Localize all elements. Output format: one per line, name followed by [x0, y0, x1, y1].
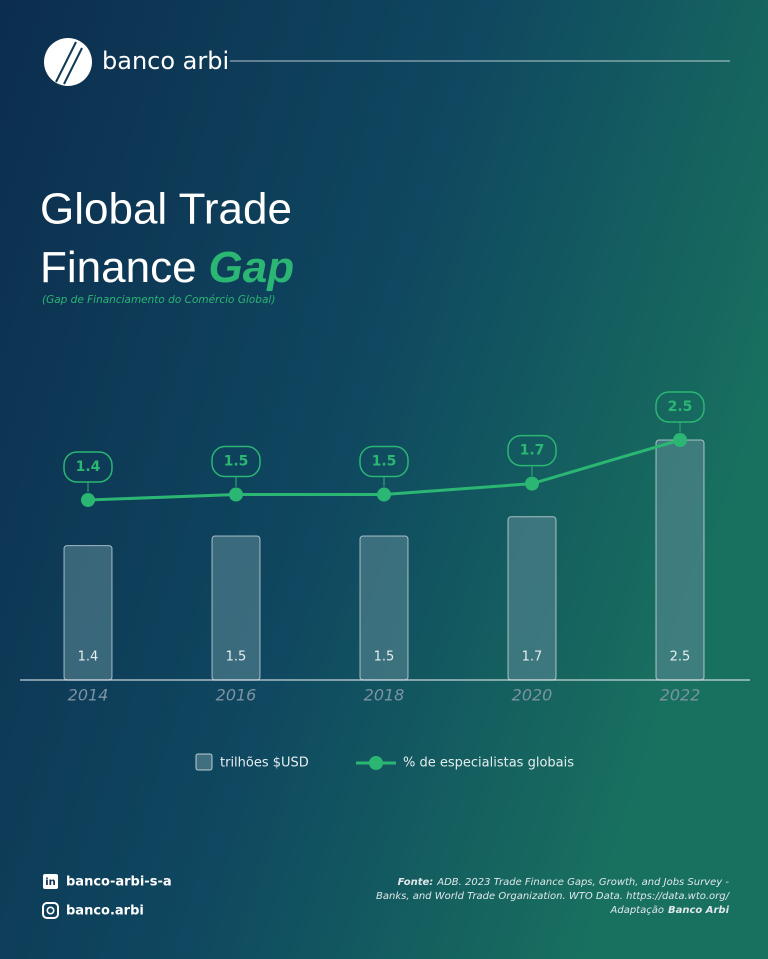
bar-value-label: 1.4 — [78, 650, 99, 665]
line-value-label: 1.5 — [224, 454, 249, 470]
subtitle: (Gap de Financiamento do Comércio Global… — [42, 294, 275, 306]
legend-marker — [369, 756, 383, 770]
line-marker — [673, 433, 687, 447]
bar — [655, 439, 705, 681]
x-tick-label: 2018 — [364, 686, 405, 705]
brand: banco arbi — [102, 47, 229, 75]
plot: 2014 2016 2018 2020 2022 1.4 1.5 1.5 1.7 2.5 1.4 1.… — [63, 391, 705, 705]
line-marker — [81, 493, 95, 507]
linkedin-glyph: in — [45, 877, 56, 888]
adaptation-label: Adaptação — [610, 905, 664, 916]
instagram-handle: banco.arbi — [66, 904, 144, 919]
logo: banco arbi — [44, 38, 730, 86]
title-line: Global Trade — [40, 185, 292, 234]
linkedin-icon — [43, 874, 58, 889]
linkedin-handle: banco-arbi-s-a — [66, 875, 172, 890]
line-marker — [377, 487, 391, 502]
adaptation: Adaptação Banco Arbi — [610, 905, 730, 916]
legend: trilhões $USD % de especialistas globais — [195, 753, 574, 771]
label-box — [359, 445, 409, 478]
footer: in banco-arbi-s-a banco.arbi Fonte: ADB. … — [42, 874, 731, 919]
source-text: Banks, and World Trade Organization. WTO… — [376, 891, 731, 902]
x-tick-label: 2016 — [216, 686, 257, 705]
instagram-icon — [42, 902, 59, 919]
title-highlight: Gap — [209, 243, 295, 292]
source-label: Fonte: — [398, 877, 434, 888]
bar-value-label: 1.7 — [522, 650, 543, 665]
logo-stripes — [55, 41, 83, 85]
label-box — [507, 434, 557, 467]
legend-swatch — [195, 753, 213, 771]
line-value-label: 1.4 — [76, 459, 101, 475]
bar-value-label: 1.5 — [374, 650, 395, 665]
label-box — [655, 391, 705, 423]
logo-mark — [44, 38, 92, 86]
bar-value-label: 2.5 — [670, 650, 691, 665]
adaptation-by: Banco Arbi — [668, 905, 730, 916]
line-marker — [525, 476, 539, 491]
source: Fonte: ADB. 2023 Trade Finance Gaps, Grow… — [398, 877, 730, 888]
line-value-label: 2.5 — [668, 399, 693, 415]
bar-value-label: 1.5 — [226, 650, 247, 665]
label-box — [63, 451, 113, 483]
line-value-label: 1.7 — [520, 443, 545, 459]
line-marker — [229, 487, 243, 502]
x-tick-label: 2014 — [68, 686, 109, 705]
x-tick-label: 2022 — [660, 686, 701, 705]
legend-label: % de especialistas globais — [403, 756, 574, 771]
legend-label: trilhões $USD — [220, 756, 309, 771]
source-text: ADB. 2023 Trade Finance Gaps, Growth, an… — [436, 877, 729, 888]
line-value-label: 1.5 — [372, 454, 397, 470]
x-tick-label: 2020 — [512, 686, 553, 705]
instagram-icon-lens — [46, 906, 55, 915]
title-line: Finance — [40, 243, 197, 292]
label-box — [211, 445, 261, 478]
title-line: Finance Gap — [40, 243, 294, 292]
